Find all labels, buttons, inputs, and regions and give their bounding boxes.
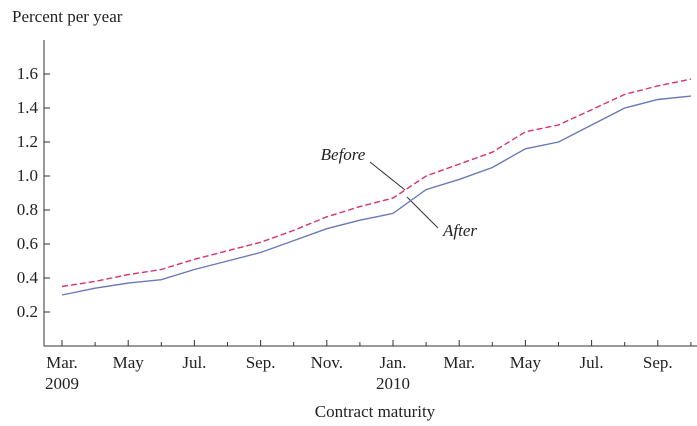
x-tick-label: Mar. 2009 bbox=[45, 353, 79, 393]
y-tick-label: 1.0 bbox=[17, 166, 38, 185]
y-tick-label: 1.4 bbox=[17, 98, 39, 117]
leader-line bbox=[406, 196, 439, 229]
x-tick-label: May bbox=[509, 353, 541, 372]
leader-line bbox=[369, 161, 406, 191]
y-tick-label: 0.4 bbox=[17, 268, 39, 287]
series-annotation: Before bbox=[321, 145, 366, 164]
y-axis-title: Percent per year bbox=[12, 7, 123, 26]
x-tick-label: Jul. bbox=[182, 353, 207, 372]
x-tick-label: Sep. bbox=[245, 353, 276, 372]
x-tick-label: Nov. bbox=[310, 353, 344, 372]
y-tick-label: 0.8 bbox=[17, 200, 38, 219]
x-tick-label: Jul. bbox=[579, 353, 604, 372]
x-axis-title: Contract maturity bbox=[315, 402, 436, 421]
series-line bbox=[61, 95, 691, 296]
series-line bbox=[61, 78, 692, 288]
x-tick-label: Sep. bbox=[642, 353, 673, 372]
series-annotation: After bbox=[442, 221, 477, 240]
y-tick-label: 0.2 bbox=[17, 302, 38, 321]
y-tick-label: 0.6 bbox=[17, 234, 38, 253]
y-tick-label: 1.2 bbox=[17, 132, 38, 151]
y-tick-label: 1.6 bbox=[17, 64, 38, 83]
x-tick-label: Jan. 2010 bbox=[376, 353, 410, 393]
x-tick-label: Mar. bbox=[443, 353, 475, 372]
x-tick-label: May bbox=[112, 353, 144, 372]
